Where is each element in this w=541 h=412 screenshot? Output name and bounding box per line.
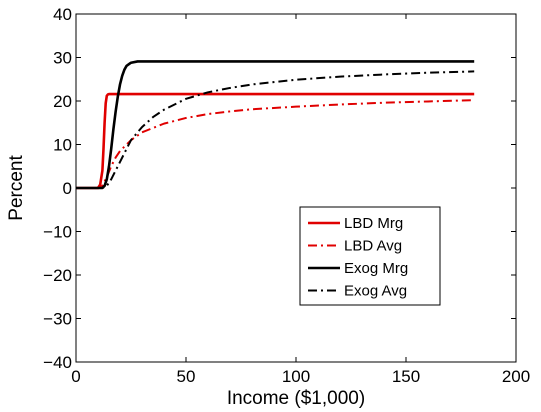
y-tick-label: −40 [43,353,72,372]
y-tick-label: 40 [53,5,72,24]
legend-label-lbd-mrg: LBD Mrg [344,215,403,232]
legend-label-exog-avg: Exog Avg [344,283,407,300]
y-tick-label: 30 [53,49,72,68]
x-tick-label: 200 [502,367,530,386]
y-tick-label: 20 [53,92,72,111]
y-tick-label: −30 [43,310,72,329]
legend-label-exog-mrg: Exog Mrg [344,260,408,277]
y-axis-label: Percent [6,155,27,221]
x-tick-label: 100 [282,367,310,386]
series-line-exog-avg [76,70,475,189]
series-line-exog-mrg [76,60,475,190]
x-tick-label: 0 [71,367,80,386]
x-tick-label: 50 [177,367,196,386]
x-axis-label: Income ($1,000) [227,388,365,409]
legend-label-lbd-avg: LBD Avg [344,238,402,255]
series-line-lbd-avg [76,99,475,189]
y-tick-label: 10 [53,136,72,155]
ticks: 0 50 100 150 200 −40 −30 −20 −10 0 10 20 30 40 [43,5,530,386]
y-tick-label: −10 [43,223,72,242]
y-tick-label: 0 [63,179,72,198]
legend: LBD Mrg LBD Avg Exog Mrg Exog Avg [299,206,441,306]
series-line-lbd-mrg [76,92,475,190]
y-tick-label: −20 [43,266,72,285]
x-tick-label: 150 [392,367,420,386]
plot-lines [76,60,475,190]
